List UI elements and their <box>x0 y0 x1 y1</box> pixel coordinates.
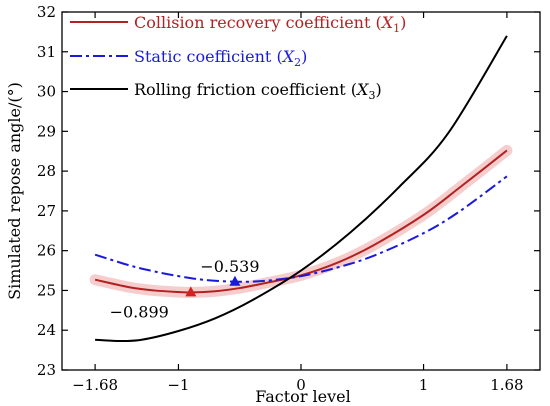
legend-label-3: Rolling friction coefficient (X3) <box>134 80 382 102</box>
series-line-2 <box>94 175 508 283</box>
y-tick-label: 29 <box>37 122 56 140</box>
x-tick-label: 1 <box>419 376 429 394</box>
y-axis-title: Simulated repose angle/(°) <box>5 82 24 300</box>
axis-ticks <box>62 11 540 371</box>
plot-frame <box>61 11 541 371</box>
x-tick-label: 1.68 <box>490 376 523 394</box>
legend-label-1: Collision recovery coefficient (X1) <box>134 13 406 35</box>
y-tick-label: 26 <box>37 242 56 260</box>
legend-label-2: Static coefficient (X2) <box>134 47 307 69</box>
series-line-3 <box>95 35 508 343</box>
x-tick-labels: −1.68 −1 0 1 1.68 <box>72 376 524 394</box>
x-tick-label: −1.68 <box>72 376 118 394</box>
y-tick-label: 23 <box>37 361 56 379</box>
y-tick-labels: 23 24 25 26 27 28 29 30 31 32 <box>37 3 56 379</box>
series-lines <box>94 35 508 343</box>
min-point-marker-2 <box>229 275 241 286</box>
y-tick-label: 30 <box>37 83 56 101</box>
x-tick-label: 0 <box>296 376 306 394</box>
y-tick-label: 28 <box>37 162 56 180</box>
min-point-marker-1 <box>185 286 197 297</box>
series-line-1 <box>94 149 508 294</box>
annotation-labels: −0.899 −0.539 <box>110 257 260 322</box>
annotation-label-1: −0.899 <box>110 303 169 322</box>
y-tick-label: 25 <box>37 281 56 299</box>
annotation-label-2: −0.539 <box>200 257 259 276</box>
x-tick-label: −1 <box>167 376 189 394</box>
y-tick-label: 27 <box>37 202 56 220</box>
y-tick-label: 24 <box>37 321 56 339</box>
x-axis-title: Factor level <box>255 387 351 406</box>
annotation-markers <box>185 275 241 297</box>
y-tick-label: 31 <box>37 43 56 61</box>
y-tick-label: 32 <box>37 3 56 21</box>
legend: Collision recovery coefficient (X1) Stati… <box>70 13 406 102</box>
